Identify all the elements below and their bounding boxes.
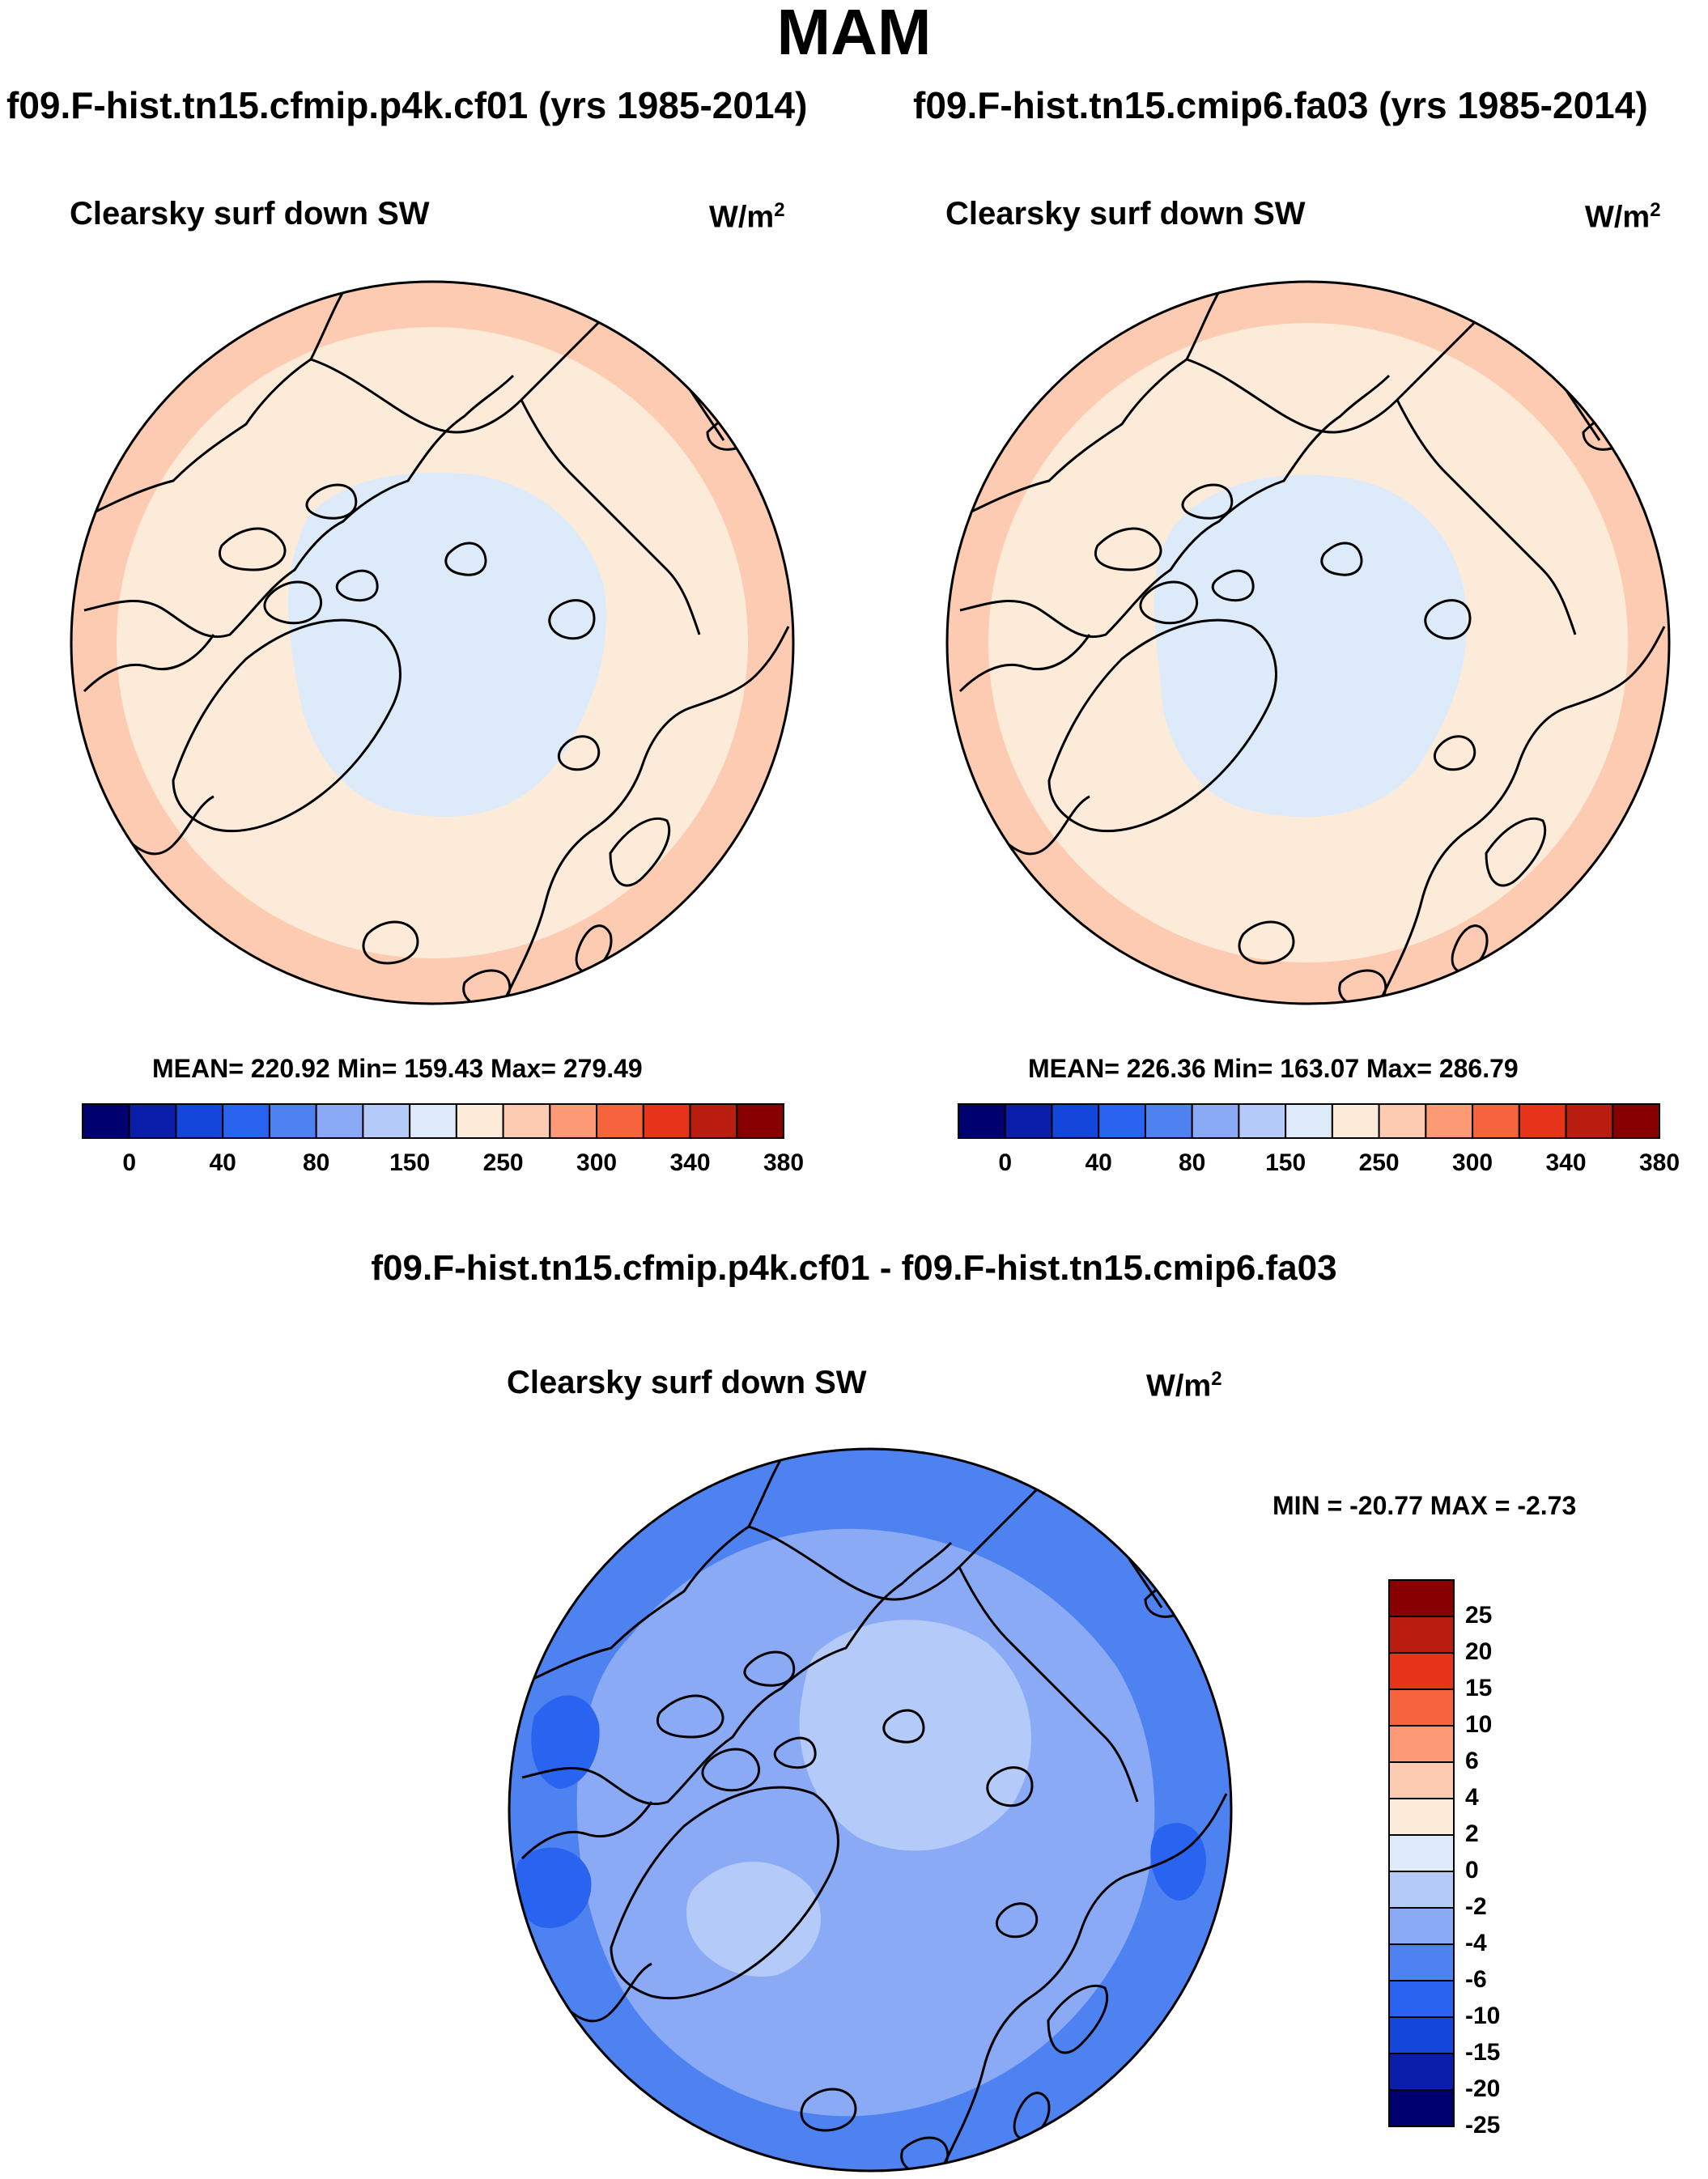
panel-left-variable: Clearsky surf down SW (70, 196, 430, 231)
colorbar-left-box-14 (736, 1103, 784, 1139)
colorbar-left-box-13 (689, 1103, 738, 1139)
map-left (71, 282, 793, 1004)
colorbar-left-label: 150 (389, 1149, 431, 1176)
colorbar-diff-box-7 (1388, 1834, 1455, 1872)
diff-variable: Clearsky surf down SW (507, 1365, 867, 1400)
colorbar-right-box-8 (1331, 1103, 1380, 1139)
colorbar-right-box-10 (1425, 1103, 1474, 1139)
colorbar-diff-box-0 (1388, 1579, 1455, 1617)
colorbar-diff-box-9 (1388, 1907, 1455, 1945)
colorbar-left-box-3 (222, 1103, 270, 1139)
colorbar-diff-box-4 (1388, 1725, 1455, 1763)
colorbar-right-label: 40 (1085, 1149, 1112, 1176)
colorbar-left-label: 300 (576, 1149, 618, 1176)
panel-left-units: W/m2 (709, 199, 785, 235)
colorbar-right (958, 1103, 1661, 1139)
colorbar-diff-label: 6 (1465, 1748, 1479, 1774)
colorbar-diff-label: 0 (1465, 1857, 1479, 1884)
colorbar-diff-box-5 (1388, 1761, 1455, 1799)
diff-units: W/m2 (1146, 1368, 1222, 1404)
colorbar-right-box-2 (1051, 1103, 1100, 1139)
colorbar-diff-box-8 (1388, 1871, 1455, 1909)
colorbar-diff-label: -2 (1465, 1893, 1487, 1920)
colorbar-diff-box-11 (1388, 1980, 1455, 2018)
colorbar-right-label: 0 (998, 1149, 1013, 1176)
colorbar-right-box-6 (1238, 1103, 1287, 1139)
colorbar-diff-box-12 (1388, 2016, 1455, 2054)
colorbar-left-box-4 (268, 1103, 317, 1139)
colorbar-diff-box-2 (1388, 1652, 1455, 1690)
colorbar-diff-box-3 (1388, 1688, 1455, 1727)
colorbar-right-box-0 (958, 1103, 1006, 1139)
colorbar-left-box-12 (642, 1103, 691, 1139)
panel-left-stats: MEAN= 220.92 Min= 159.43 Max= 279.49 (152, 1054, 643, 1083)
colorbar-left-label: 250 (482, 1149, 524, 1176)
colorbar-right-label: 80 (1178, 1149, 1206, 1176)
colorbar-diff-label: -25 (1465, 2112, 1501, 2139)
colorbar-right-box-14 (1612, 1103, 1661, 1139)
colorbar-left-box-9 (502, 1103, 551, 1139)
colorbar-left-box-11 (596, 1103, 644, 1139)
colorbar-diff-box-13 (1388, 2053, 1455, 2091)
colorbar-right-label: 340 (1545, 1149, 1587, 1176)
colorbar-right-box-13 (1565, 1103, 1614, 1139)
colorbar-right-box-1 (1004, 1103, 1053, 1139)
colorbar-diff-label: 20 (1465, 1638, 1493, 1665)
colorbar-diff-label: -15 (1465, 2039, 1501, 2066)
colorbar-diff-box-14 (1388, 2089, 1455, 2127)
colorbar-right-box-12 (1518, 1103, 1567, 1139)
colorbar-right-label: 150 (1265, 1149, 1306, 1176)
colorbar-right-box-11 (1472, 1103, 1520, 1139)
colorbar-left-label: 0 (122, 1149, 137, 1176)
colorbar-right-box-4 (1144, 1103, 1193, 1139)
colorbar-left-label: 80 (302, 1149, 330, 1176)
season-title: MAM (776, 0, 932, 68)
map-right (947, 282, 1669, 1004)
map-diff (509, 1449, 1231, 2171)
colorbar-left-box-1 (128, 1103, 177, 1139)
colorbar-left-box-0 (82, 1103, 130, 1139)
colorbar-diff (1388, 1579, 1455, 2127)
colorbar-left-label: 340 (669, 1149, 711, 1176)
colorbar-diff-label: 10 (1465, 1711, 1493, 1738)
colorbar-diff-label: -20 (1465, 2075, 1501, 2102)
colorbar-diff-box-1 (1388, 1616, 1455, 1654)
colorbar-right-label: 250 (1358, 1149, 1400, 1176)
panel-right-units: W/m2 (1585, 199, 1661, 235)
panel-right-variable: Clearsky surf down SW (945, 196, 1306, 231)
colorbar-left-box-8 (455, 1103, 504, 1139)
diff-title: f09.F-hist.tn15.cfmip.p4k.cf01 - f09.F-h… (371, 1248, 1337, 1288)
colorbar-left-label: 380 (763, 1149, 805, 1176)
colorbar-diff-label: -4 (1465, 1930, 1487, 1956)
colorbar-diff-box-6 (1388, 1798, 1455, 1836)
colorbar-left-box-7 (409, 1103, 457, 1139)
colorbar-right-label: 380 (1638, 1149, 1680, 1176)
colorbar-right-box-5 (1191, 1103, 1240, 1139)
colorbar-diff-label: 4 (1465, 1784, 1479, 1811)
colorbar-right-box-3 (1098, 1103, 1146, 1139)
panel-right-stats: MEAN= 226.36 Min= 163.07 Max= 286.79 (1028, 1054, 1519, 1083)
colorbar-diff-label: -10 (1465, 2003, 1501, 2029)
colorbar-right-label: 300 (1452, 1149, 1493, 1176)
case-title-left: f09.F-hist.tn15.cfmip.p4k.cf01 (yrs 1985… (6, 84, 808, 126)
colorbar-diff-label: 25 (1465, 1602, 1493, 1629)
colorbar-diff-label: 15 (1465, 1675, 1493, 1701)
colorbar-diff-label: -6 (1465, 1966, 1487, 1993)
colorbar-left-label: 40 (209, 1149, 236, 1176)
colorbar-left (82, 1103, 784, 1139)
colorbar-right-box-7 (1285, 1103, 1333, 1139)
colorbar-left-box-6 (362, 1103, 411, 1139)
colorbar-left-box-2 (175, 1103, 224, 1139)
diff-stats: MIN = -20.77 MAX = -2.73 (1273, 1491, 1577, 1520)
colorbar-diff-box-10 (1388, 1943, 1455, 1981)
colorbar-left-box-10 (549, 1103, 598, 1139)
colorbar-right-box-9 (1378, 1103, 1427, 1139)
colorbar-left-box-5 (315, 1103, 364, 1139)
colorbar-diff-label: 2 (1465, 1820, 1479, 1847)
case-title-right: f09.F-hist.tn15.cmip6.fa03 (yrs 1985-201… (913, 84, 1648, 126)
